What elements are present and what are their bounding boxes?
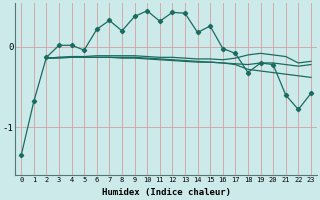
X-axis label: Humidex (Indice chaleur): Humidex (Indice chaleur) [101, 188, 231, 197]
